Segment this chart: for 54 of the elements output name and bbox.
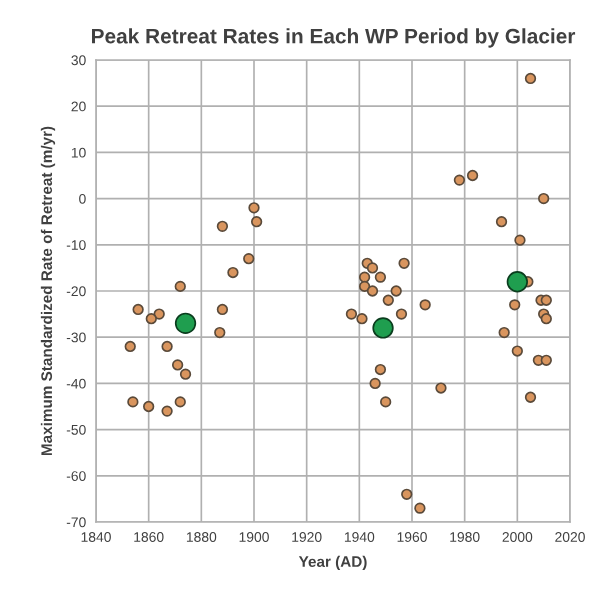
chart-title: Peak Retreat Rates in Each WP Period by Glacier: [92, 28, 576, 48]
point: [390, 285, 402, 297]
point: [143, 400, 155, 413]
point: [540, 294, 552, 306]
point: [514, 234, 526, 246]
point: [524, 72, 537, 85]
point: [153, 308, 165, 320]
point: [132, 303, 144, 316]
point: [414, 502, 426, 514]
point: [538, 192, 550, 205]
point: [124, 340, 136, 353]
point: [466, 169, 479, 182]
point: [174, 396, 186, 408]
point: [174, 280, 186, 293]
point: [248, 202, 260, 214]
point: [401, 488, 413, 500]
point: [366, 262, 379, 274]
point: [179, 368, 192, 380]
point: [540, 354, 552, 366]
point: [216, 220, 229, 232]
point: [540, 313, 552, 325]
point: [358, 280, 371, 293]
point: [358, 271, 371, 283]
point: [524, 391, 537, 403]
point: [345, 308, 358, 320]
point: [369, 377, 381, 390]
point: [366, 285, 379, 297]
point: [374, 271, 387, 283]
point: [161, 405, 173, 417]
point: [435, 382, 447, 394]
point: [171, 359, 184, 371]
point: [127, 396, 139, 408]
point: [145, 313, 157, 325]
point: [511, 345, 523, 357]
point: [495, 216, 508, 228]
point: [380, 396, 392, 408]
point: [395, 308, 408, 320]
point: [356, 313, 368, 325]
point: [250, 216, 263, 228]
point: [398, 257, 410, 269]
point: [453, 174, 466, 186]
point: [174, 312, 197, 334]
point: [372, 317, 394, 339]
point: [161, 340, 173, 353]
point: [498, 326, 510, 339]
point: [506, 271, 528, 293]
point: [214, 326, 226, 339]
point: [419, 299, 431, 311]
point: [382, 294, 394, 306]
point: [374, 363, 387, 376]
point: [243, 253, 255, 265]
point: [227, 266, 239, 279]
point: [509, 299, 521, 311]
point: [216, 303, 229, 316]
